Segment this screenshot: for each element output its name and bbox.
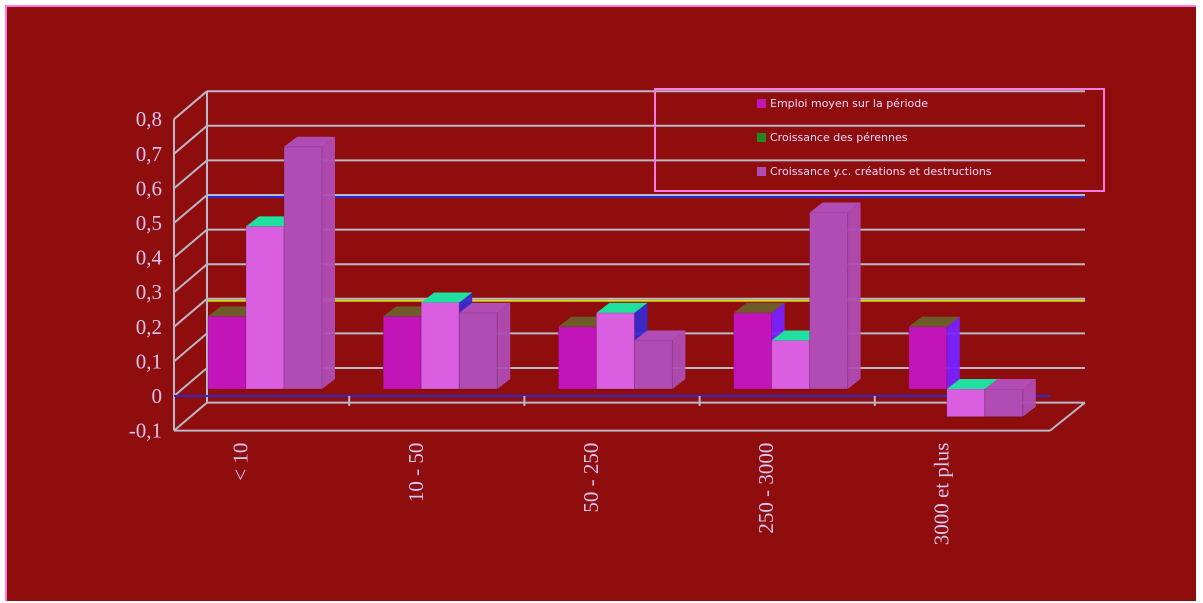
legend: Emploi moyen sur la période Croissance de… [654, 88, 1105, 192]
y-tick-label: 0,4 [136, 246, 163, 270]
bar [283, 146, 323, 390]
bar [557, 326, 597, 390]
gridline-diagonal [173, 194, 208, 224]
legend-box [654, 88, 1105, 192]
bar [946, 388, 986, 418]
bar-top [984, 379, 1036, 389]
bar [458, 312, 498, 390]
bar-top [946, 379, 998, 389]
y-tick-label: 0,1 [136, 349, 162, 373]
bar-top [596, 302, 648, 313]
bar-side [847, 202, 861, 389]
gridline-diagonal [173, 263, 208, 293]
y-tick-label: 0,2 [136, 315, 162, 339]
category-label: 50 - 250 [579, 443, 603, 513]
bar [207, 315, 247, 390]
x-axis-ticks [348, 396, 876, 406]
bar-chart: 0,8 0,7 0,6 0,5 0,4 0,3 0,2 0,1 0 -0,1 < 10 10 - 5… [129, 88, 1105, 546]
legend-swatch [757, 99, 766, 108]
bar-side [946, 316, 960, 389]
bar [382, 315, 422, 390]
y-tick-label: 0,7 [136, 142, 162, 166]
legend-swatch [757, 167, 766, 176]
chart-area: 0,8 0,7 0,6 0,5 0,4 0,3 0,2 0,1 0 -0,1 < 10 10 - 5… [5, 5, 1196, 601]
legend-label: Emploi moyen sur la période [770, 97, 928, 110]
bar [733, 312, 773, 390]
bar [245, 225, 285, 390]
bar [908, 326, 948, 390]
bar-top [421, 292, 473, 303]
y-tick-label: 0,6 [136, 176, 162, 200]
bar [809, 212, 849, 390]
category-label: < 10 [229, 443, 253, 481]
category-label: 250 - 3000 [754, 443, 778, 534]
bar [595, 312, 635, 390]
y-tick-label: 0,5 [136, 211, 162, 235]
legend-label: Croissance des pérennes [770, 131, 908, 144]
gridline-diagonal [173, 90, 208, 120]
bar [420, 302, 460, 390]
bar-side [322, 136, 335, 389]
bar-side [497, 302, 511, 389]
bar-top [459, 302, 511, 313]
floor-right-edge [1049, 401, 1086, 432]
category-label: 10 - 50 [404, 443, 428, 503]
gridline-diagonal [173, 332, 208, 363]
gridline-diagonal [173, 298, 208, 328]
bar [771, 340, 811, 390]
gridline-diagonal [173, 401, 208, 432]
y-tick-label: 0,8 [136, 107, 162, 131]
bar-top [809, 202, 861, 213]
y-tick-label: -0,1 [129, 419, 162, 443]
bar [984, 388, 1024, 418]
bar-top [733, 302, 785, 313]
legend-label: Croissance y.c. créations et destruction… [770, 165, 992, 178]
legend-swatch [757, 133, 766, 142]
category-labels: < 10 10 - 50 50 - 250 250 - 3000 3000 et plu… [229, 443, 954, 546]
y-axis-ticks: 0,8 0,7 0,6 0,5 0,4 0,3 0,2 0,1 0 -0,1 [129, 107, 163, 442]
bar-side [672, 330, 686, 389]
bar-top [908, 316, 960, 327]
category-label: 3000 et plus [929, 443, 953, 546]
gridline-diagonal [173, 125, 208, 155]
bar-side [1022, 379, 1036, 417]
bar [633, 340, 673, 390]
gridline-diagonal [173, 367, 208, 397]
gridline-diagonal [173, 228, 208, 259]
y-tick-label: 0 [152, 384, 163, 408]
bars [207, 136, 1036, 418]
y-tick-label: 0,3 [136, 280, 162, 304]
gridline-diagonal [173, 159, 208, 190]
bar-top [634, 330, 686, 341]
bar-top [284, 136, 335, 147]
